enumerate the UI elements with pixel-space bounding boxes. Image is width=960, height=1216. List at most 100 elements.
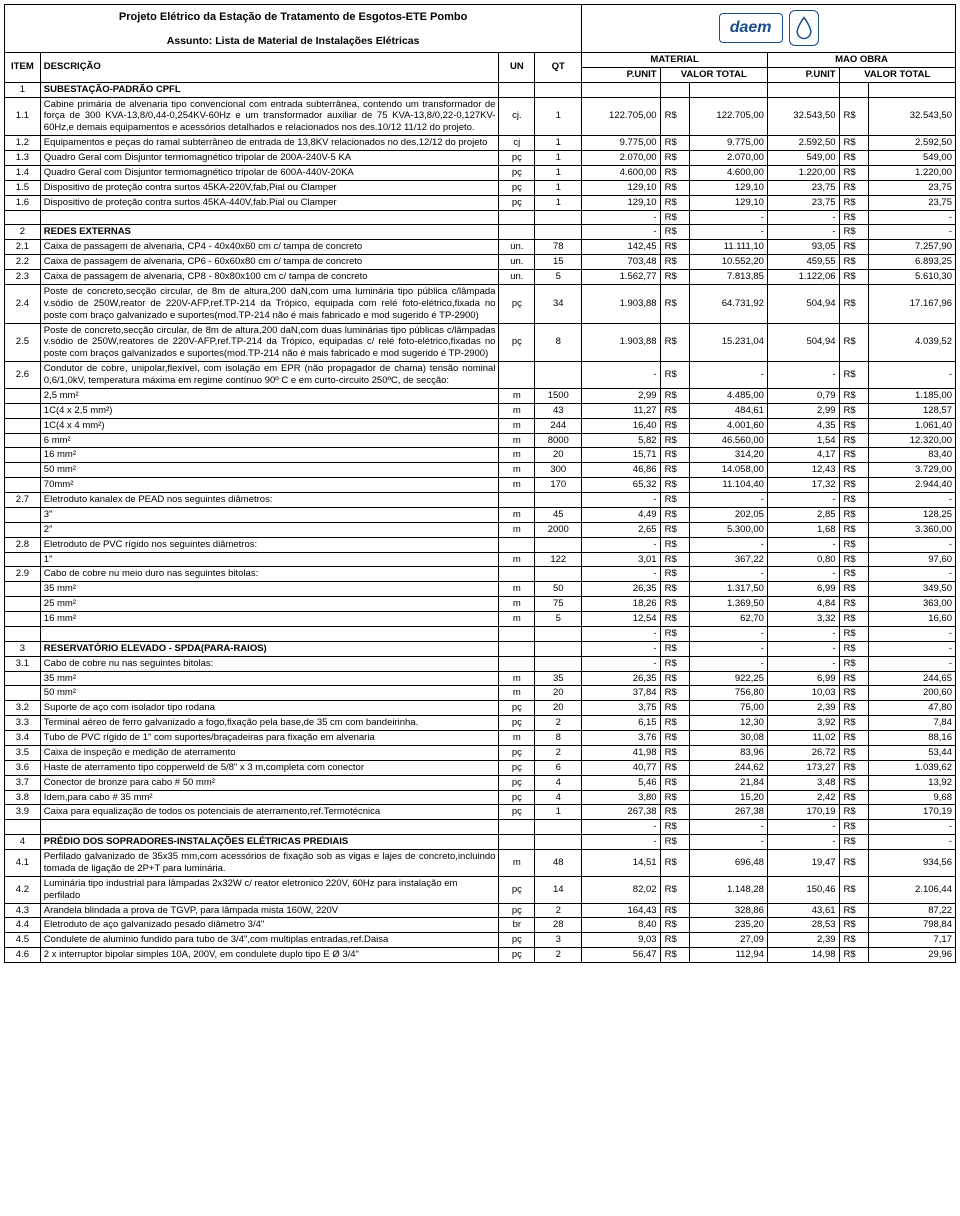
table-row: 2"m20002,65R$5.300,001,68R$3.360,00 — [5, 522, 956, 537]
desc-cell: Quadro Geral com Disjuntor termomagnétic… — [40, 151, 499, 166]
col-desc: DESCRIÇÃO — [40, 52, 499, 82]
page-subject: Assunto: Lista de Material de Instalaçõe… — [5, 31, 581, 52]
desc-cell: 16 mm² — [40, 448, 499, 463]
desc-cell: 2" — [40, 522, 499, 537]
desc-cell: Caixa de inspeção e medição de aterramen… — [40, 745, 499, 760]
table-row: 2.8Eletroduto de PVC rígido nos seguinte… — [5, 537, 956, 552]
desc-cell: 1C(4 x 2,5 mm²) — [40, 403, 499, 418]
table-row: 1.6Dispositivo de proteção contra surtos… — [5, 195, 956, 210]
col-mat-vtotal: VALOR TOTAL — [660, 67, 767, 82]
desc-cell: Tubo de PVC rígido de 1" com suportes/br… — [40, 731, 499, 746]
page-title: Projeto Elétrico da Estação de Tratament… — [5, 5, 581, 31]
table-row: 50 mm²m30046,86R$14.058,0012,43R$3.729,0… — [5, 463, 956, 478]
desc-cell: Caixa para equalização de todos os poten… — [40, 805, 499, 820]
col-qt: QT — [535, 52, 582, 82]
desc-cell: Poste de concreto,secção circular, de 8m… — [40, 323, 499, 362]
table-row: 1.5Dispositivo de proteção contra surtos… — [5, 180, 956, 195]
col-item: ITEM — [5, 52, 41, 82]
table-row: 16 mm²m512,54R$62,703,32R$16,60 — [5, 612, 956, 627]
table-row: 2.5Poste de concreto,secção circular, de… — [5, 323, 956, 362]
desc-cell: 1C(4 x 4 mm²) — [40, 418, 499, 433]
desc-cell: Equipamentos e peças do ramal subterrâne… — [40, 136, 499, 151]
desc-cell: 2 x interruptor bipolar simples 10A, 200… — [40, 948, 499, 963]
table-row: 4.6 2 x interruptor bipolar simples 10A,… — [5, 948, 956, 963]
table-row: 3.2Suporte de aço com isolador tipo roda… — [5, 701, 956, 716]
desc-cell: Perfilado galvanizado de 35x35 mm,com ac… — [40, 850, 499, 877]
logo-text: daem — [719, 13, 783, 43]
table-row: 2.6Condutor de cobre, unipolar,flexível,… — [5, 362, 956, 389]
desc-cell: Conector de bronze para cabo # 50 mm² — [40, 775, 499, 790]
desc-cell: 1" — [40, 552, 499, 567]
table-row: 3"m454,49R$202,052,85R$128,25 — [5, 507, 956, 522]
desc-cell: 50 mm² — [40, 463, 499, 478]
col-un: UN — [499, 52, 535, 82]
desc-cell: Dispositivo de proteção contra surtos 45… — [40, 180, 499, 195]
desc-cell: Cabo de cobre nu nas seguintes bitolas: — [40, 656, 499, 671]
desc-cell: Eletroduto de PVC rígido nos seguintes d… — [40, 537, 499, 552]
table-row: 25 mm²m7518,26R$1.369,504,84R$363,00 — [5, 597, 956, 612]
table-row: 3.1Cabo de cobre nu nas seguintes bitola… — [5, 656, 956, 671]
table-row: 2.3Caixa de passagem de alvenaria, CP8 -… — [5, 270, 956, 285]
table-row: 1.1Cabine primária de alvenaria tipo con… — [5, 97, 956, 136]
desc-cell: 50 mm² — [40, 686, 499, 701]
table-row: 1SUBESTAÇÃO-PADRÃO CPFL — [5, 82, 956, 97]
desc-cell: 2,5 mm² — [40, 388, 499, 403]
desc-cell: Caixa de passagem de alvenaria, CP8 - 80… — [40, 270, 499, 285]
logo-cell: daem — [582, 5, 956, 53]
table-row: 4.5Condulete de aluminio fundido para tu… — [5, 933, 956, 948]
col-maoobra: MAO OBRA — [767, 52, 955, 67]
table-row: -R$--R$- — [5, 210, 956, 225]
table-row: 3.9Caixa para equalização de todos os po… — [5, 805, 956, 820]
table-row: 4.3Arandela blindada a prova de TGVP, pa… — [5, 903, 956, 918]
desc-cell: Quadro Geral com Disjuntor termomagnétic… — [40, 165, 499, 180]
table-row: 2.2Caixa de passagem de alvenaria, CP6 -… — [5, 255, 956, 270]
desc-cell: Arandela blindada a prova de TGVP, para … — [40, 903, 499, 918]
column-heading-row-1: ITEM DESCRIÇÃO UN QT MATERIAL MAO OBRA — [5, 52, 956, 67]
materials-table: Projeto Elétrico da Estação de Tratament… — [4, 4, 956, 963]
desc-cell — [40, 210, 499, 225]
desc-cell: Eletroduto kanalex de PEAD nos seguintes… — [40, 493, 499, 508]
table-row: 1C(4 x 2,5 mm²)m4311,27R$484,612,99R$128… — [5, 403, 956, 418]
desc-cell: Dispositivo de proteção contra surtos 45… — [40, 195, 499, 210]
desc-cell: RESERVATÓRIO ELEVADO - SPDA(PARA-RAIOS) — [40, 641, 499, 656]
table-row: 2.4Poste de concreto,secção circular, de… — [5, 284, 956, 323]
table-row: 3.7Conector de bronze para cabo # 50 mm²… — [5, 775, 956, 790]
table-row: 4.4Eletroduto de aço galvanizado pesado … — [5, 918, 956, 933]
desc-cell: Caixa de passagem de alvenaria, CP4 - 40… — [40, 240, 499, 255]
table-row: 3RESERVATÓRIO ELEVADO - SPDA(PARA-RAIOS)… — [5, 641, 956, 656]
desc-cell: Eletroduto de aço galvanizado pesado diâ… — [40, 918, 499, 933]
table-row: -R$--R$- — [5, 820, 956, 835]
desc-cell: Terminal aéreo de ferro galvanizado a fo… — [40, 716, 499, 731]
table-row: 1.4Quadro Geral com Disjuntor termomagné… — [5, 165, 956, 180]
drop-icon — [789, 10, 819, 46]
table-row: 2.7Eletroduto kanalex de PEAD nos seguin… — [5, 493, 956, 508]
desc-cell: Condulete de aluminio fundido para tubo … — [40, 933, 499, 948]
table-row: -R$--R$- — [5, 626, 956, 641]
desc-cell: SUBESTAÇÃO-PADRÃO CPFL — [40, 82, 499, 97]
col-mat-punit: P.UNIT — [582, 67, 660, 82]
desc-cell: Haste de aterramento tipo copperweld de … — [40, 760, 499, 775]
table-row: 35 mm²m5026,35R$1.317,506,99R$349,50 — [5, 582, 956, 597]
desc-cell: 3" — [40, 507, 499, 522]
desc-cell: Poste de concreto,secção circular, de 8m… — [40, 284, 499, 323]
table-row: 16 mm²m2015,71R$314,204,17R$83,40 — [5, 448, 956, 463]
table-row: 3.4Tubo de PVC rígido de 1" com suportes… — [5, 731, 956, 746]
table-row: 1C(4 x 4 mm²)m24416,40R$4.001,604,35R$1.… — [5, 418, 956, 433]
desc-cell — [40, 626, 499, 641]
table-row: 3.6Haste de aterramento tipo copperweld … — [5, 760, 956, 775]
table-row: 6 mm²m80005,82R$46.560,001,54R$12.320,00 — [5, 433, 956, 448]
desc-cell: Idem,para cabo # 35 mm² — [40, 790, 499, 805]
table-row: 1.3Quadro Geral com Disjuntor termomagné… — [5, 151, 956, 166]
desc-cell — [40, 820, 499, 835]
desc-cell: Caixa de passagem de alvenaria, CP6 - 60… — [40, 255, 499, 270]
table-row: 50 mm²m2037,84R$756,8010,03R$200,60 — [5, 686, 956, 701]
table-row: 4PRÉDIO DOS SOPRADORES-INSTALAÇÕES ELÉTR… — [5, 835, 956, 850]
table-row: 2.9Cabo de cobre nu meio duro nas seguin… — [5, 567, 956, 582]
table-row: 3.8Idem,para cabo # 35 mm²pç43,80R$15,20… — [5, 790, 956, 805]
desc-cell: Cabo de cobre nu meio duro nas seguintes… — [40, 567, 499, 582]
table-row: 3.5Caixa de inspeção e medição de aterra… — [5, 745, 956, 760]
desc-cell: 35 mm² — [40, 671, 499, 686]
col-obra-vtotal: VALOR TOTAL — [839, 67, 955, 82]
table-row: 3.3Terminal aéreo de ferro galvanizado a… — [5, 716, 956, 731]
desc-cell: Condutor de cobre, unipolar,flexível, co… — [40, 362, 499, 389]
